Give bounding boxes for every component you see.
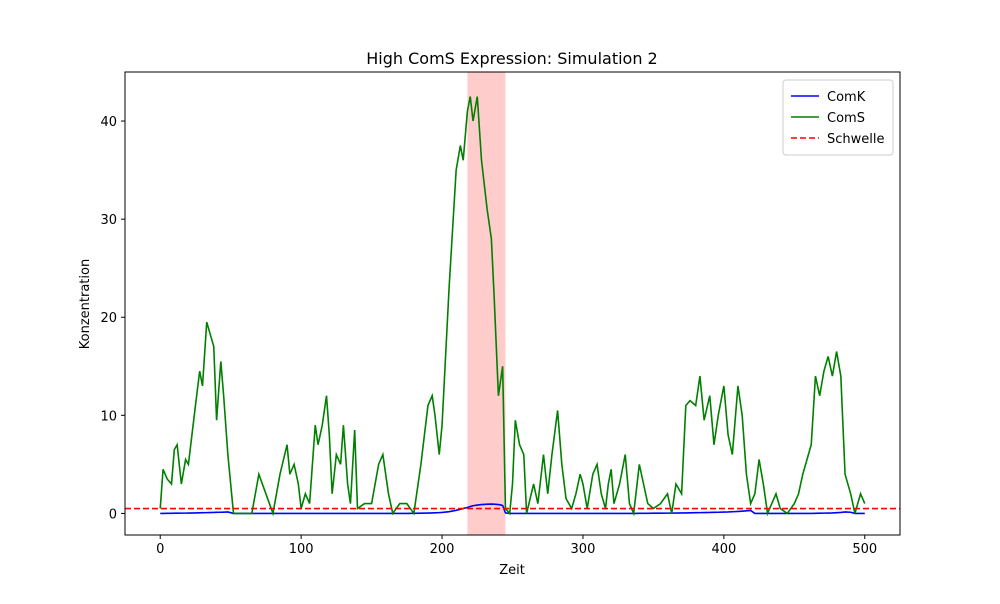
x-tick-label: 200 [430,542,455,557]
series-line [160,503,865,515]
highlight-span [467,72,506,535]
legend-label: ComK [827,90,866,105]
legend-box [782,79,894,156]
y-tick-label: 10 [100,409,117,424]
x-tick-label: 0 [156,542,164,557]
y-tick-label: 20 [100,311,117,326]
x-tick-label: 400 [711,542,736,557]
chart-title: High ComS Expression: Simulation 2 [366,49,657,68]
x-tick-label: 300 [571,542,596,557]
y-tick-label: 40 [100,115,117,130]
plot-frame [124,71,901,536]
x-tick-label: 100 [289,542,314,557]
y-tick-label: 0 [109,507,117,522]
y-tick-label: 30 [100,213,117,228]
legend-label: ComS [827,111,865,126]
legend-label: Schwelle [827,132,885,147]
x-axis-label: Zeit [499,563,525,578]
series-line [159,96,866,517]
y-axis-label: Konzentration [78,259,93,349]
x-tick-label: 500 [852,542,877,557]
